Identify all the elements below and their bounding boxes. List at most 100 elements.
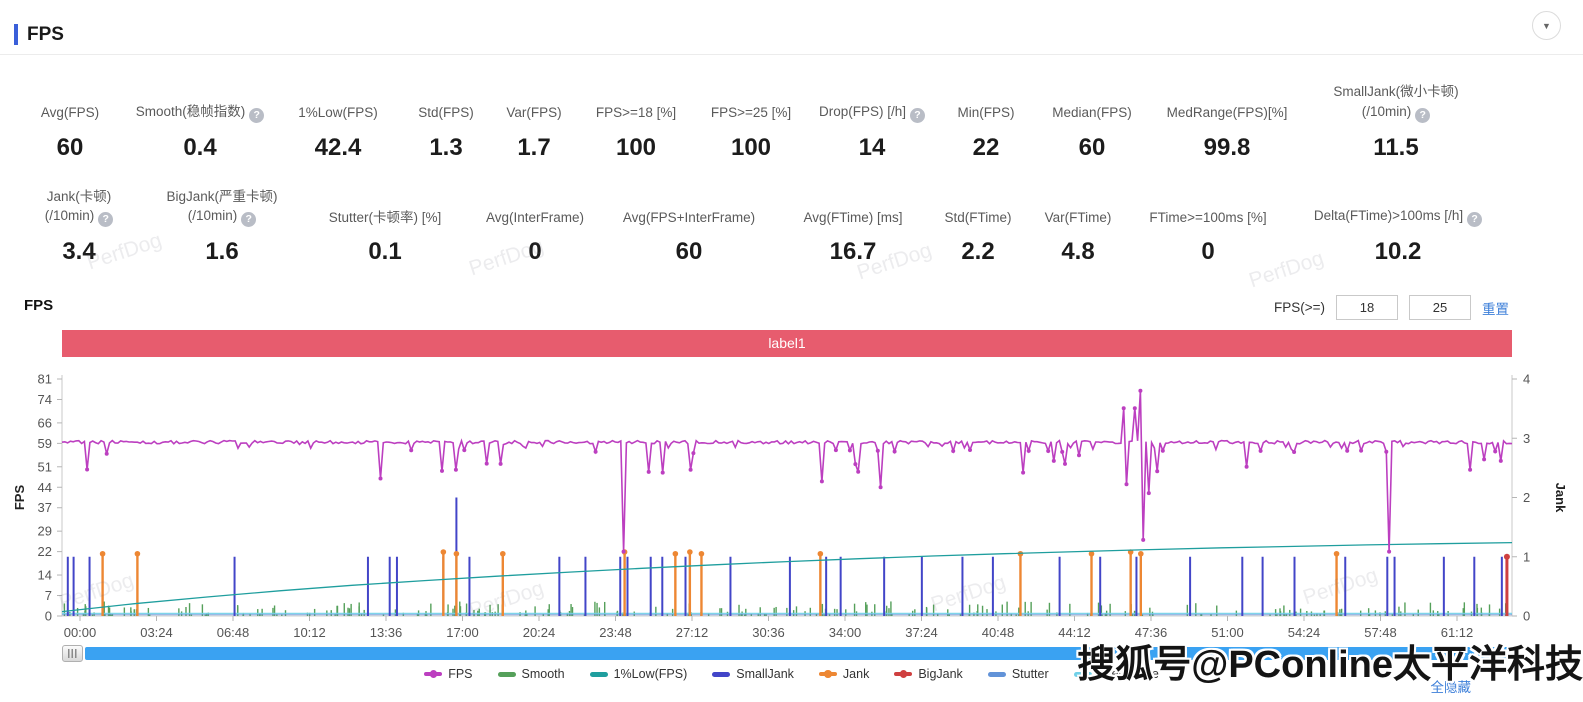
svg-text:2: 2 — [1523, 490, 1530, 505]
legend-item-bigjank[interactable]: BigJank — [894, 667, 963, 682]
metric: Avg(FPS) 60 — [14, 103, 126, 162]
help-icon[interactable]: ? — [1415, 107, 1431, 123]
metric: Min(FPS) 22 — [936, 103, 1036, 162]
svg-text:10:12: 10:12 — [293, 625, 326, 640]
metric-value: 99.8 — [1203, 133, 1251, 161]
svg-text:59: 59 — [38, 436, 52, 451]
legend-item-1-low-fps-[interactable]: 1%Low(FPS) — [589, 667, 688, 682]
fps-threshold-input-2[interactable] — [1409, 295, 1471, 321]
metric-label: Avg(FTime) [ms] — [803, 209, 903, 225]
metric-value: 0 — [528, 238, 542, 266]
metric-value: 0 — [1201, 238, 1215, 266]
legend-swatch — [894, 670, 913, 678]
svg-text:7: 7 — [45, 588, 52, 603]
chart-axes: 0 7 14 22 29 37 44 51 59 66 74 81 0 1 2 3 4 00:00 03:24 06:… — [12, 372, 1568, 641]
metric: Smooth(稳帧指数)? 0.4 — [126, 102, 274, 162]
metric: Avg(FPS+InterFrame) 60 — [600, 208, 778, 267]
metric-value: 0.1 — [368, 238, 402, 266]
legend-item-stutter[interactable]: Stutter — [987, 667, 1049, 681]
metric-value: 10.2 — [1374, 238, 1422, 266]
svg-text:37: 37 — [38, 500, 52, 515]
metric-value: 60 — [56, 133, 84, 161]
svg-text:44: 44 — [38, 480, 52, 495]
one-percent-low-series — [61, 542, 1513, 613]
svg-text:74: 74 — [38, 392, 52, 407]
svg-text:51: 51 — [38, 459, 52, 474]
legend-label: Jank — [842, 667, 870, 682]
legend-swatch — [712, 671, 731, 677]
title-accent-bar — [14, 24, 18, 45]
metric: Avg(InterFrame) 0 — [470, 208, 600, 267]
metrics-row-1: Avg(FPS) 60 Smooth(稳帧指数)? 0.4 1%Low(FPS) 42.4… — [0, 82, 1583, 162]
metric-value: 2.2 — [961, 238, 995, 266]
svg-text:51:00: 51:00 — [1211, 625, 1244, 640]
metric: FPS>=25 [%] 100 — [694, 103, 808, 162]
legend-label: 1%Low(FPS) — [613, 667, 688, 682]
metric: Delta(FTime)>100ms [/h]? 10.2 — [1288, 206, 1508, 266]
chart-label-banner: label1 — [62, 330, 1512, 358]
svg-text:20:24: 20:24 — [523, 625, 556, 640]
hide-all-link[interactable]: 全隐藏 — [1430, 680, 1472, 695]
metric-label: Drop(FPS) [/h]? — [808, 102, 936, 123]
metric-value: 0.4 — [183, 133, 217, 161]
jank-series — [99, 549, 1340, 617]
metric-label: Std(FTime) — [944, 209, 1012, 225]
metric-value: 16.7 — [829, 238, 877, 266]
svg-text:61:12: 61:12 — [1441, 625, 1474, 640]
svg-text:1: 1 — [1523, 549, 1530, 564]
help-icon[interactable]: ? — [910, 107, 926, 123]
legend-label: BigJank — [918, 667, 963, 682]
metrics-row-2: Jank(卡顿) (/10min)? 3.4 BigJank(严重卡顿) (/10m… — [0, 187, 1583, 267]
metric-value: 1.7 — [517, 133, 551, 161]
chart-header: FPS FPS(>=) 重置 — [0, 295, 1583, 323]
metric-value: 100 — [615, 133, 657, 161]
metric-label: Avg(FPS+InterFrame) — [622, 209, 756, 225]
collapse-button[interactable]: ▼ — [1532, 11, 1561, 40]
chart-legend: FPS Smooth 1%Low(FPS) SmallJank Jank BigJank S… — [0, 667, 1583, 681]
svg-text:27:12: 27:12 — [676, 625, 709, 640]
metric-label: FPS>=25 [%] — [710, 105, 792, 120]
legend-swatch — [1073, 671, 1092, 677]
metric-label: Smooth(稳帧指数)? — [126, 102, 274, 123]
legend-item-smooth[interactable]: Smooth — [497, 667, 565, 681]
metric-value: 60 — [675, 238, 703, 266]
reset-link[interactable]: 重置 — [1482, 301, 1509, 317]
fps-series — [61, 388, 1513, 554]
svg-text:30:36: 30:36 — [752, 625, 785, 640]
svg-text:34:00: 34:00 — [829, 625, 862, 640]
fps-filter-label: FPS(>=) — [1273, 300, 1325, 316]
metric-value: 60 — [1078, 133, 1106, 161]
metric: Median(FPS) 60 — [1036, 103, 1148, 162]
scrollbar-handle[interactable] — [62, 644, 83, 662]
help-icon[interactable]: ? — [249, 107, 265, 123]
metric-label: FPS>=18 [%] — [595, 105, 677, 120]
metric-value: 100 — [730, 133, 772, 161]
svg-text:40:48: 40:48 — [982, 625, 1015, 640]
metric: FPS>=18 [%] 100 — [578, 103, 694, 162]
legend-label: FPS — [448, 667, 473, 682]
legend-item-smalljank[interactable]: SmallJank — [712, 667, 794, 681]
scrollbar-track[interactable] — [85, 646, 1512, 660]
svg-text:3: 3 — [1523, 431, 1530, 446]
legend-item-fps[interactable]: FPS — [424, 667, 473, 682]
page-title: FPS — [27, 23, 64, 45]
svg-text:29: 29 — [38, 524, 52, 539]
legend-swatch — [589, 671, 608, 677]
metric-value: 3.4 — [62, 238, 96, 266]
metric-value: 22 — [972, 133, 1000, 161]
metric: Var(FTime) 4.8 — [1028, 208, 1128, 267]
fps-threshold-input-1[interactable] — [1336, 295, 1398, 321]
chart-scrollbar — [62, 644, 1512, 662]
legend-item-interframe[interactable]: InterFrame — [1073, 667, 1159, 681]
metric: Drop(FPS) [/h]? 14 — [808, 102, 936, 162]
metric-value: 11.5 — [1373, 133, 1419, 161]
metric-label: SmallJank(微小卡顿) (/10min)? — [1333, 84, 1459, 123]
metric-label: Var(FTime) — [1044, 209, 1112, 225]
legend-item-jank[interactable]: Jank — [818, 667, 870, 682]
help-icon[interactable]: ? — [98, 212, 114, 228]
fps-jank-chart[interactable]: 0 7 14 22 29 37 44 51 59 66 74 81 0 1 2 3 4 00:00 03:24 06:… — [0, 364, 1583, 644]
metric-label: MedRange(FPS)[%] — [1166, 105, 1288, 120]
help-icon[interactable]: ? — [1467, 212, 1483, 228]
help-icon[interactable]: ? — [241, 212, 257, 228]
